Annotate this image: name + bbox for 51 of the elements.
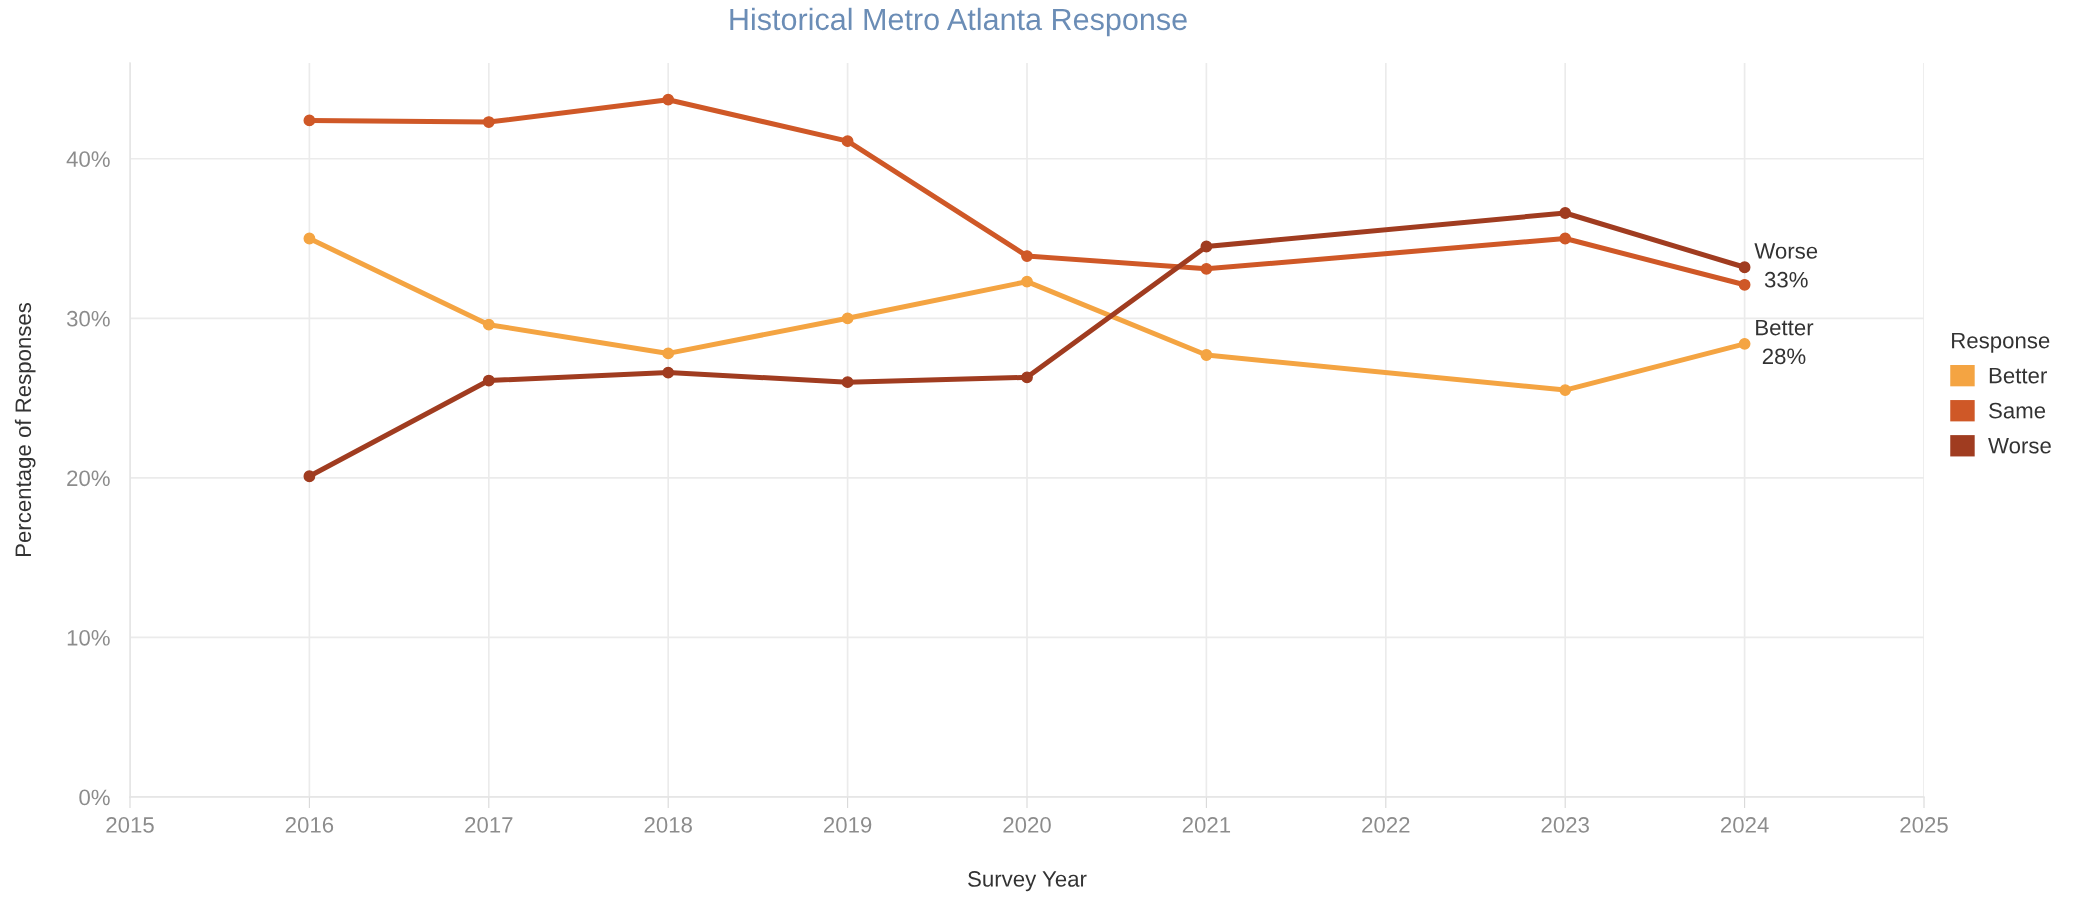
y-tick-label: 40%	[66, 151, 110, 168]
point	[841, 376, 854, 389]
y-tick-label: 0%	[79, 789, 110, 806]
point	[662, 366, 675, 379]
data-label: 33%	[1764, 271, 1808, 288]
x-tick-label: 2023	[1541, 817, 1589, 833]
point	[1738, 261, 1751, 274]
x-tick-label: 2017	[465, 817, 513, 833]
y-tick-label: 10%	[67, 629, 110, 646]
point	[662, 93, 675, 106]
point	[1559, 232, 1572, 245]
point	[482, 374, 495, 387]
point	[1021, 250, 1033, 262]
point	[1200, 349, 1213, 361]
x-tick-label: 2019	[824, 817, 872, 833]
chart-title: Historical Metro Atlanta Response	[730, 7, 1187, 37]
point	[1200, 240, 1213, 253]
point	[482, 318, 495, 331]
point	[841, 312, 854, 325]
legend-title: Response	[1952, 332, 2050, 353]
legend-label: Same	[1989, 402, 2046, 419]
x-tick-label: 2016	[285, 817, 334, 833]
point	[662, 347, 675, 360]
point	[1200, 262, 1213, 275]
point	[1021, 371, 1033, 384]
x-axis-title: Survey Year	[968, 871, 1087, 892]
x-tick-label: 2025	[1900, 817, 1948, 833]
point	[1021, 275, 1033, 288]
x-tick-label: 2024	[1721, 817, 1769, 833]
y-tick-label: 20%	[67, 470, 110, 487]
point	[303, 232, 316, 245]
x-tick-label: 2020	[1003, 817, 1051, 833]
point	[841, 135, 854, 148]
x-tick-label: 2022	[1362, 817, 1410, 833]
y-axis-title: Percentage of Responses	[14, 302, 36, 557]
point	[1738, 337, 1751, 350]
text: Worse	[1754, 243, 1818, 259]
x-tick-label: 2018	[644, 817, 692, 833]
point	[1559, 384, 1572, 397]
legend-label: Better	[1989, 367, 2047, 384]
x-tick-label: 2021	[1182, 817, 1231, 833]
x-tick-label: 2015	[106, 817, 154, 833]
point	[303, 114, 316, 127]
text: Better	[1756, 319, 1814, 336]
point	[303, 470, 316, 483]
legend-label: Worse	[1988, 438, 2051, 454]
y-tick-label: 30%	[66, 310, 110, 327]
point	[1559, 207, 1572, 219]
point	[1738, 278, 1751, 291]
point	[482, 116, 495, 128]
data-label: 28%	[1762, 348, 1806, 365]
